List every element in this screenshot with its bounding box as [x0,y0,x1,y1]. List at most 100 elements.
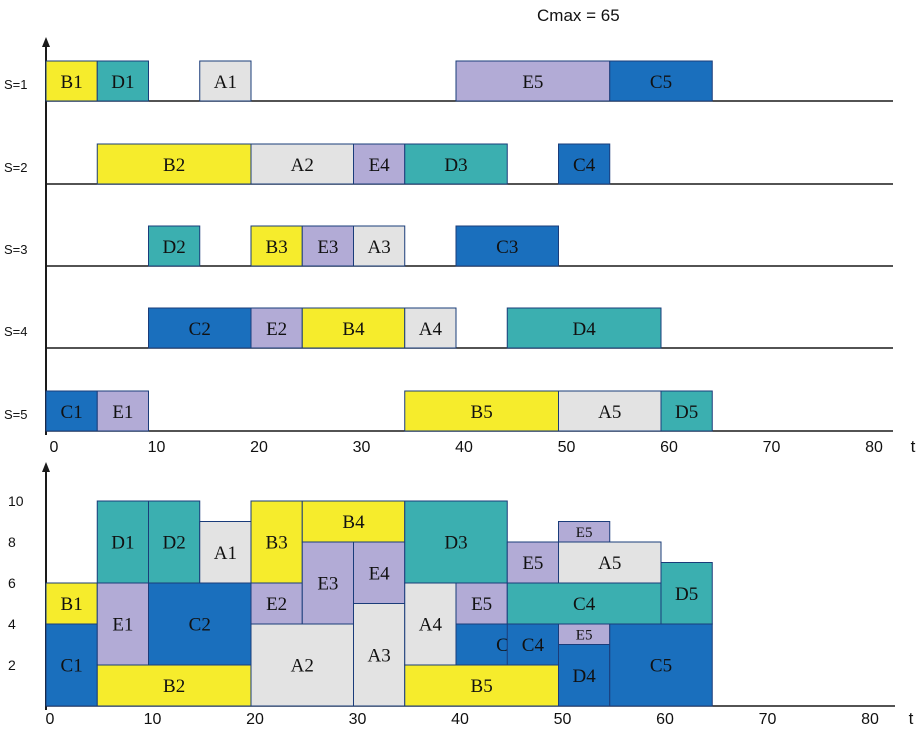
task-bar [250,225,303,267]
x-tick-label: 0 [50,439,59,456]
resource-block [250,623,354,707]
block-label: B1 [61,594,83,615]
block-label: D4 [573,666,597,687]
x-tick-label: 20 [246,711,264,728]
task-label: D4 [573,319,597,340]
task-label: C2 [189,319,211,340]
resource-chart: 2 4 6 8 10 C1 B1 B2 E1 D1 C2 D2 A1 A2 E2 B3 E3 B4 A3 E4 B5 A4… [8,462,914,728]
x-axis-label: t [909,709,914,728]
task-bar [660,390,713,432]
task-label: E1 [112,402,133,423]
block-label: E5 [576,525,593,541]
block-label: C1 [61,656,83,677]
block-label: A5 [598,553,621,574]
resource-block [404,582,457,666]
block-label: E2 [266,594,287,615]
task-bar [199,60,252,102]
block-label: D1 [111,533,134,554]
task-label: B4 [342,319,365,340]
block-label: B5 [471,676,493,697]
y-tick-label: 4 [8,616,16,632]
resource-block [609,623,713,707]
resource-block [506,582,662,625]
resource-block [660,562,713,625]
task-label: D1 [111,72,134,93]
task-label: E2 [266,319,287,340]
block-label: C5 [650,656,672,677]
task-label: A1 [214,72,237,93]
block-label: E5 [471,594,492,615]
x-tick-label: 60 [656,711,674,728]
task-label: C4 [573,155,596,176]
x-tick-label: 50 [558,439,576,456]
block-label: A3 [368,645,391,666]
stage-label: S=4 [4,324,28,339]
block-label: D3 [444,533,467,554]
resource-block [558,644,611,707]
task-bar [455,225,559,267]
resource-block [96,582,149,666]
task-label: E4 [369,155,391,176]
resource-block [148,500,201,584]
block-label: D2 [163,533,186,554]
task-label: D2 [163,237,186,258]
block-label: D5 [675,584,698,605]
x-tick-label: 50 [554,711,572,728]
x-tick-label: 30 [349,711,367,728]
x-tick-label: 10 [148,439,166,456]
block-label: B2 [163,676,185,697]
block-label: C2 [189,615,211,636]
block-label: E1 [112,615,133,636]
task-bar [404,390,559,432]
block-label: E3 [317,574,338,595]
x-tick-label: 60 [660,439,678,456]
task-bar [506,307,662,349]
task-bar [250,143,354,185]
resource-block [301,541,354,625]
resource-block [96,500,149,584]
x-tick-label: 20 [250,439,268,456]
resource-block [558,521,611,543]
resource-block [404,500,508,584]
task-label: E5 [522,72,543,93]
cmax-label: Cmax = 65 [537,6,620,25]
task-label: C5 [650,72,672,93]
task-label: C1 [61,402,83,423]
task-label: A3 [368,237,391,258]
resource-block [558,541,662,584]
task-label: C3 [496,237,518,258]
block-label: C4 [573,594,596,615]
stage-label: S=3 [4,242,28,257]
gantt-y-arrowhead [42,37,50,47]
task-label: D5 [675,402,698,423]
block-label: B3 [266,533,288,554]
task-bar [353,225,406,267]
task-label: D3 [444,155,467,176]
x-tick-label: 10 [144,711,162,728]
task-bar [148,225,201,267]
x-tick-label: 80 [861,711,879,728]
x-tick-label: 40 [455,439,473,456]
resource-block [250,582,303,625]
resource-block [250,500,303,584]
block-label: E5 [576,628,593,644]
stage-label: S=2 [4,160,28,175]
task-bar [353,143,406,185]
y-tick-label: 10 [8,493,24,509]
task-bar [455,60,611,102]
x-tick-label: 30 [353,439,371,456]
block-label: A2 [291,656,314,677]
task-label: B1 [61,72,83,93]
block-label: A4 [419,615,443,636]
y-tick-label: 6 [8,575,16,591]
gantt-chart: S=1 S=2 S=3 S=4 S=5 B1 D1 A1 E5 C5 B2 A2 E4 D3 C4 D2 B3 E… [4,37,916,456]
resource-block [353,541,406,604]
resource-y-arrowhead [42,462,50,472]
resource-block [45,582,98,625]
task-bar [558,143,611,185]
block-label: E4 [369,563,391,584]
x-tick-label: 70 [763,439,781,456]
resource-block [301,500,406,543]
y-tick-label: 8 [8,534,16,550]
